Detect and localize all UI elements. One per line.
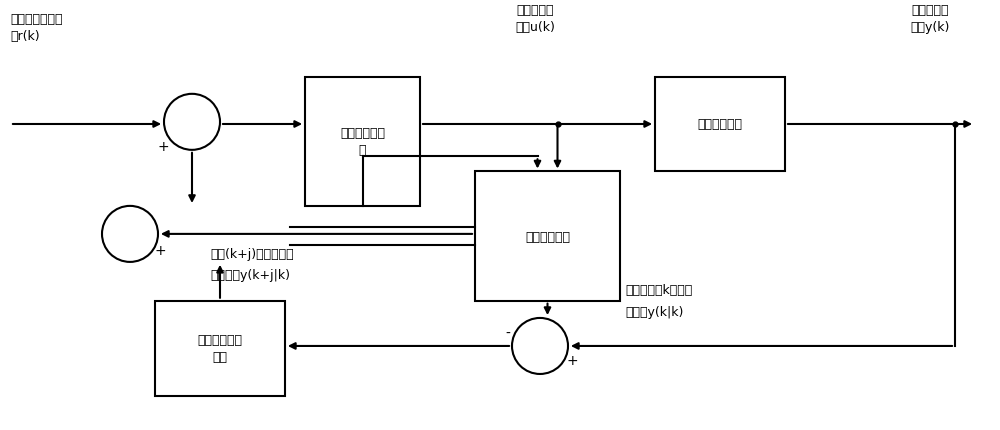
Ellipse shape	[512, 318, 568, 374]
Text: 实际润药室
温度y(k): 实际润药室 温度y(k)	[910, 4, 950, 34]
Text: +: +	[566, 353, 578, 367]
Text: -: -	[173, 115, 177, 129]
Text: +: +	[154, 243, 166, 257]
FancyBboxPatch shape	[305, 77, 420, 206]
Text: 模型输出反馈
校正: 模型输出反馈 校正	[198, 333, 242, 363]
Text: 温度调节过程: 温度调节过程	[698, 118, 742, 131]
Text: +: +	[157, 139, 169, 153]
Text: +: +	[106, 235, 118, 249]
FancyBboxPatch shape	[475, 172, 620, 301]
Ellipse shape	[102, 206, 158, 262]
Text: 预测(k+j)时刻的润药: 预测(k+j)时刻的润药	[210, 247, 294, 260]
Text: 动态预测模型: 动态预测模型	[525, 230, 570, 243]
Text: 预测润药室k时刻的: 预测润药室k时刻的	[625, 284, 692, 297]
Text: 给定润药室温度
值r(k): 给定润药室温度 值r(k)	[10, 13, 62, 43]
Text: 室温度值y(k+j|k): 室温度值y(k+j|k)	[210, 269, 290, 282]
Text: -: -	[506, 326, 510, 340]
Text: 温度值y(k|k): 温度值y(k|k)	[625, 305, 683, 318]
Text: 蒸汽阀门的
开度u(k): 蒸汽阀门的 开度u(k)	[515, 4, 555, 34]
FancyBboxPatch shape	[155, 301, 285, 396]
FancyBboxPatch shape	[655, 77, 785, 172]
Ellipse shape	[164, 95, 220, 150]
Text: 在线优化控制
器: 在线优化控制 器	[340, 127, 385, 157]
